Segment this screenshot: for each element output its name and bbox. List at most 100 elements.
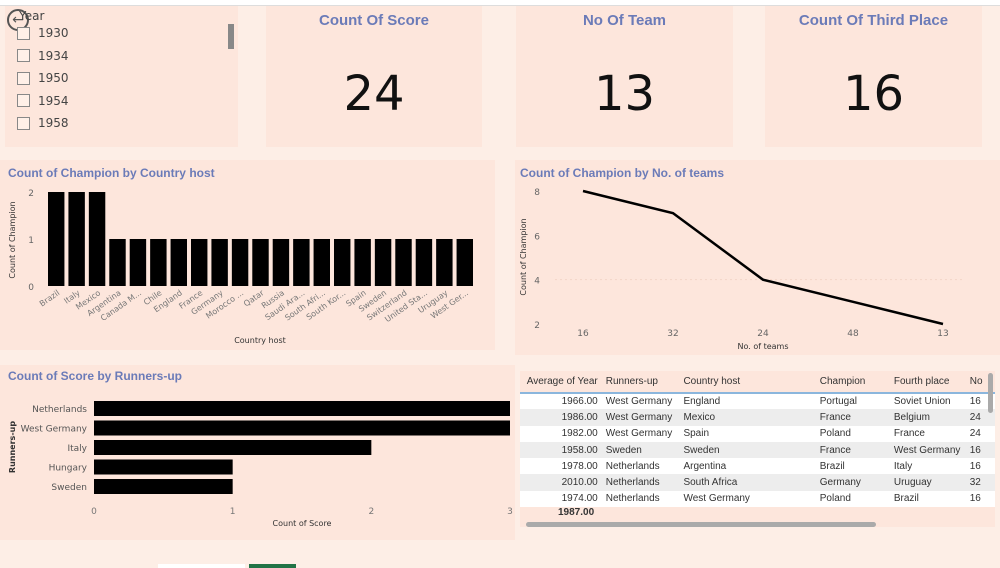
chart-champion-by-host: Count of Champion by Country host 0 1 2 Bra… [0, 160, 495, 350]
table-cell: France [815, 441, 890, 459]
table-cell: Portugal [815, 393, 890, 410]
y-tick-label: West Germany [21, 425, 88, 435]
column-header[interactable]: Runners-up [601, 371, 680, 394]
x-tick-label: 32 [667, 329, 678, 339]
y-axis-title: Runners-up [8, 421, 17, 473]
checkbox[interactable] [17, 116, 30, 130]
table-cell: West Germany [601, 409, 680, 426]
table-cell: Italy [889, 458, 966, 475]
table-cell: South Africa [679, 474, 816, 491]
table-cell: Argentina [679, 458, 816, 475]
bar [415, 239, 433, 286]
table-row[interactable]: 1974.00 Netherlands West Germany Poland Braz… [520, 490, 995, 508]
chart-score-by-runners-up: Count of Score by Runners-up Netherlands… [0, 365, 515, 540]
slicer-item[interactable]: 1930 [17, 26, 69, 40]
table-cell: Netherlands [601, 458, 680, 475]
slicer-item[interactable]: 1934 [17, 49, 69, 63]
table-cell: Belgium [889, 409, 966, 426]
table-cell: Mexico [679, 409, 816, 426]
table-row[interactable]: 1966.00 West Germany England Portugal Soviet… [520, 393, 995, 410]
x-tick-label: 48 [847, 329, 859, 339]
table-cell: France [815, 409, 890, 426]
ribbon-strip [0, 0, 1000, 6]
bar [170, 239, 187, 286]
table-cell: 1958.00 [520, 441, 602, 459]
card-count-of-score: Count Of Score 24 [266, 6, 482, 147]
table-cell: Germany [815, 474, 890, 491]
column-header[interactable]: Average of Year [520, 371, 602, 394]
y-tick-label: 2 [28, 189, 34, 199]
table-cell: 2010.00 [520, 474, 602, 491]
slicer-item-label: 1958 [38, 116, 69, 130]
slicer-item[interactable]: 1950 [17, 71, 69, 85]
card-value: 24 [343, 66, 405, 122]
table-row[interactable]: 1986.00 West Germany Mexico France Belgium 24 [520, 409, 995, 426]
card-title: No Of Team [582, 12, 667, 29]
checkbox[interactable] [17, 71, 30, 85]
table-cell: 16 [965, 393, 995, 410]
slicer-title: Year [19, 9, 45, 23]
table-row[interactable]: 1978.00 Netherlands Argentina Brazil Italy 16 [520, 458, 995, 475]
bar [395, 239, 412, 286]
vertical-scrollbar[interactable] [988, 373, 993, 413]
column-header[interactable]: Champion [815, 371, 890, 394]
y-tick-label: 8 [534, 188, 540, 198]
bar [436, 239, 453, 286]
checkbox[interactable] [17, 49, 30, 62]
x-axis-title: No. of teams [738, 342, 789, 351]
slicer-item[interactable]: 1958 [17, 116, 69, 130]
bar [272, 239, 290, 286]
chart-champion-by-teams: Count of Champion by No. of teams 2 4 6 8 16… [515, 160, 1000, 355]
chart-title: Count of Champion by No. of teams [520, 166, 724, 180]
x-tick-label: 13 [937, 329, 948, 339]
bar [313, 239, 330, 286]
x-tick-label: 0 [91, 507, 97, 517]
bar [334, 239, 351, 286]
card-value: 13 [593, 66, 656, 122]
bar [94, 459, 233, 475]
slicer-item-label: 1930 [38, 26, 69, 40]
table-cell: Netherlands [601, 474, 680, 491]
y-tick-label: 1 [28, 236, 34, 246]
table-cell: Spain [679, 425, 816, 442]
x-tick-label: 2 [368, 507, 374, 517]
horizontal-scrollbar[interactable] [526, 522, 876, 527]
table-cell: 24 [965, 425, 995, 442]
table-cell: 1986.00 [520, 409, 602, 426]
y-tick-label: 4 [534, 277, 540, 287]
bar [129, 239, 147, 286]
column-header[interactable]: Fourth place [889, 371, 966, 394]
table-cell: 16 [965, 441, 995, 459]
y-tick-label: Sweden [51, 483, 87, 493]
table-row[interactable]: 1982.00 West Germany Spain Poland France 24 [520, 425, 995, 442]
table-cell: 1982.00 [520, 425, 602, 442]
slicer-item[interactable]: 1954 [17, 94, 69, 108]
table-row[interactable]: 1958.00 Sweden Sweden France West Germany 16 [520, 441, 995, 459]
table-cell: 1978.00 [520, 458, 602, 475]
table-cell: West Germany [601, 393, 680, 410]
checkbox[interactable] [17, 94, 30, 107]
table-cell: England [679, 393, 816, 410]
table-cell: Uruguay [889, 474, 966, 491]
x-tick-label: 1 [230, 507, 236, 517]
table-row[interactable]: 2010.00 Netherlands South Africa Germany Uru… [520, 474, 995, 491]
table-cell: Brazil [889, 490, 966, 508]
page-tab-active[interactable] [249, 564, 296, 568]
y-tick-label: Netherlands [32, 405, 87, 415]
y-axis-title: Count of Champion [8, 201, 17, 278]
y-tick-label: 2 [534, 321, 540, 331]
column-header[interactable]: Country host [679, 371, 816, 394]
slicer-scrollbar[interactable] [228, 24, 234, 49]
page-tab[interactable] [158, 564, 245, 568]
table-cell: West Germany [889, 441, 966, 459]
bar [252, 239, 269, 286]
table-cell: Poland [815, 425, 890, 442]
checkbox[interactable] [17, 26, 30, 40]
column-header[interactable]: No [965, 371, 995, 394]
data-table: Average of Year Runners-up Country host Cha… [520, 371, 995, 527]
table-cell: Soviet Union [889, 393, 966, 410]
table-cell: 24 [965, 409, 995, 426]
table-cell: Brazil [815, 458, 890, 475]
slicer-item-label: 1934 [38, 48, 69, 63]
bar [374, 239, 392, 286]
